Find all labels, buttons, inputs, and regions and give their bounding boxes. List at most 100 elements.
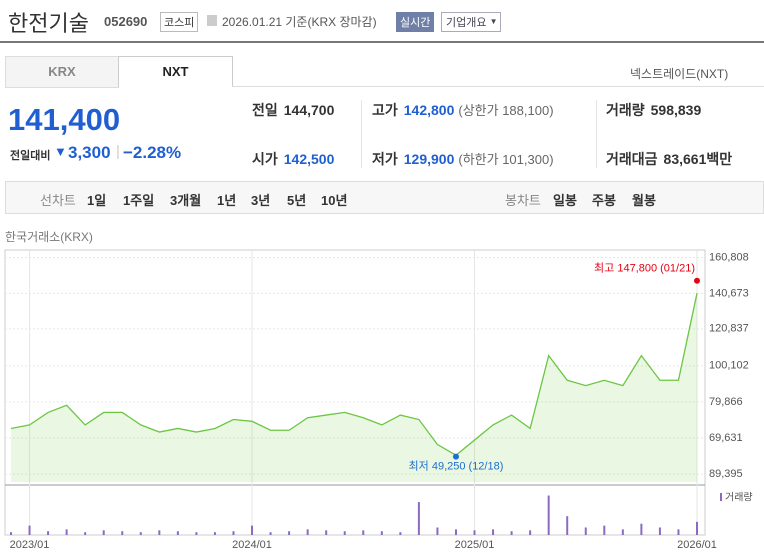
period-option[interactable]: 3개월	[170, 193, 202, 208]
stat-label: 거래량	[606, 102, 645, 118]
stat-value: 144,700	[283, 102, 335, 118]
overview-button[interactable]: 기업개요 ▼	[441, 12, 502, 32]
stat-value: 598,839	[650, 102, 702, 118]
line	[10, 293, 698, 457]
y-tick-label: 140,673	[709, 287, 749, 299]
extreme-point	[694, 277, 700, 284]
realtime-button[interactable]: 실시간	[396, 12, 435, 32]
stat: 거래대금 83,661백만	[606, 149, 732, 169]
market-badge: 코스피	[160, 12, 199, 32]
y-tick-label: 160,808	[709, 251, 749, 263]
volume-bar	[28, 525, 31, 535]
volume-legend-swatch	[720, 493, 722, 501]
tab-rule	[232, 86, 764, 87]
volume-bar	[325, 530, 328, 535]
source: 한국거래소(KRX)	[5, 230, 93, 244]
volume-bar	[251, 525, 254, 535]
volume-bar	[473, 530, 476, 535]
volume-bar	[288, 531, 291, 535]
volume-bar	[658, 527, 661, 535]
stat-note: (하한가 101,300)	[458, 152, 554, 167]
volume-bar	[121, 531, 124, 535]
stat-unit: 백만	[706, 151, 733, 167]
stat: 고가 142,800 (상한가 188,100)	[372, 100, 554, 120]
period-option[interactable]: 1일	[87, 193, 107, 208]
volume-bar	[640, 523, 643, 535]
chart: 160,808 140,673 120,837 100,102 79,866 69,631…	[4, 249, 753, 551]
volume-bar	[195, 532, 198, 535]
stock-name: 한전기술	[8, 11, 89, 36]
tab-krx[interactable]: KRX	[5, 56, 119, 88]
date: 2026.01.21 기준(KRX 장마감)	[222, 15, 377, 29]
volume-bar	[454, 529, 457, 535]
y-tick-label: 100,102	[709, 360, 749, 372]
volume-bar	[65, 529, 68, 535]
volume-bar	[232, 531, 235, 535]
plot-frame	[4, 249, 706, 536]
volume-bar	[547, 495, 550, 535]
period-option[interactable]: 5년	[287, 193, 307, 208]
volume-bar	[529, 530, 532, 535]
candle-option[interactable]: 일봉	[553, 193, 577, 208]
nxt-link[interactable]: 넥스트레이드(NXT)	[630, 67, 729, 81]
annotation: 최저 49,250 (12/18)	[409, 459, 504, 472]
header-rule	[0, 41, 764, 43]
stat-label: 거래대금	[606, 151, 658, 167]
y-tick-label: 89,395	[709, 468, 743, 480]
volume-bar	[399, 532, 402, 535]
stat: 시가 142,500	[252, 149, 334, 169]
change: 3,300	[68, 143, 111, 162]
stat-value: 83,661	[663, 151, 707, 167]
volume-bar	[603, 525, 606, 535]
annotation: 최고 147,800 (01/21)	[594, 262, 695, 275]
dropdown-icon: ▼	[489, 17, 498, 26]
volume-bar	[417, 502, 420, 535]
extreme-point	[452, 453, 459, 460]
period-option[interactable]: 3년	[251, 193, 271, 208]
change-rate: −2.28%	[123, 143, 182, 162]
volume-bar	[269, 532, 272, 535]
calendar-icon	[207, 15, 217, 26]
volume-bar	[380, 531, 383, 535]
volume-bar	[47, 531, 50, 535]
volume-bar	[84, 532, 87, 535]
x-tick-label: 2025/01	[455, 539, 495, 551]
stat-label: 고가	[372, 102, 398, 118]
stat-value: 142,500	[283, 151, 335, 167]
area	[11, 293, 697, 482]
x-tick-label: 2023/01	[10, 539, 50, 551]
volume-bar	[158, 530, 161, 535]
volume-bar	[492, 529, 495, 535]
y-tick-label: 120,837	[709, 323, 749, 335]
x-tick-label: 2024/01	[232, 539, 272, 551]
candle-option[interactable]: 월봉	[632, 193, 656, 208]
volume-bar	[343, 531, 346, 535]
overview-label: 기업개요	[446, 17, 487, 29]
candle-option[interactable]: 주봉	[592, 193, 616, 208]
volume-bar	[436, 527, 439, 535]
stat-label: 시가	[252, 151, 278, 167]
period-bar	[5, 181, 764, 214]
down-icon: ▼	[54, 144, 67, 159]
period-option[interactable]: 10년	[321, 193, 348, 208]
stat-value: 142,800	[403, 102, 455, 118]
stat: 거래량 598,839	[606, 100, 701, 120]
stat: 전일 144,700	[252, 100, 334, 120]
volume-bar	[677, 529, 680, 535]
line-chart-label: 선차트	[40, 193, 76, 208]
volume-bar	[566, 516, 569, 535]
x-tick-label: 2026/01	[677, 539, 717, 551]
volume-bar	[584, 527, 587, 535]
stat-value: 129,900	[403, 151, 455, 167]
tab-nxt[interactable]: NXT	[118, 56, 233, 87]
stat-note: (상한가 188,100)	[458, 103, 554, 118]
period-option[interactable]: 1년	[217, 193, 237, 208]
candle-chart-label: 봉차트	[505, 193, 541, 208]
volume-bar	[139, 532, 142, 535]
volume-bar	[621, 529, 624, 535]
separator: |	[116, 143, 120, 160]
change-label: 전일대비	[10, 150, 51, 162]
stat-label: 저가	[372, 151, 398, 167]
period-option[interactable]: 1주일	[123, 193, 155, 208]
